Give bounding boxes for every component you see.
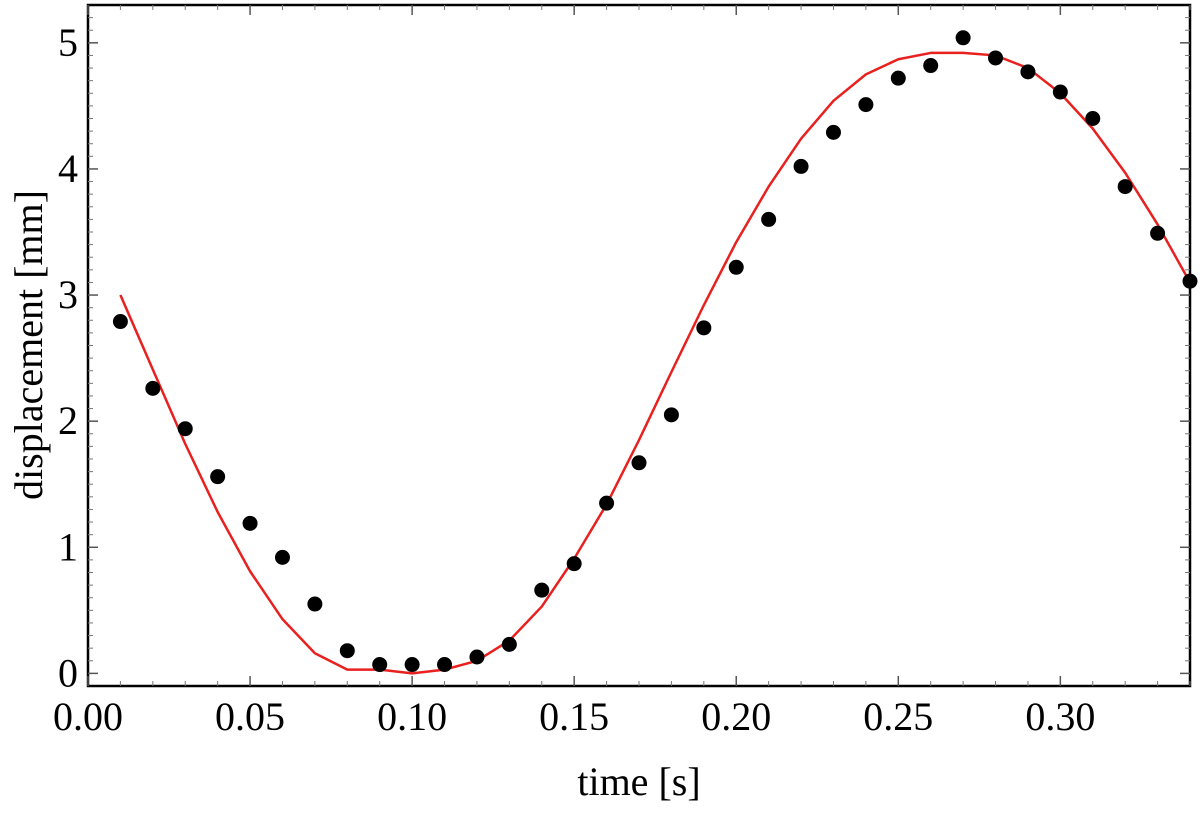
y-axis-title: displacement [mm] [6, 190, 51, 500]
data-point [145, 380, 161, 396]
data-point [339, 643, 355, 659]
data-point [599, 495, 615, 511]
data-point [566, 556, 582, 572]
data-point [988, 50, 1004, 66]
data-point [242, 515, 258, 531]
data-point [696, 320, 712, 336]
data-point [1020, 64, 1036, 80]
data-point [210, 469, 226, 485]
x-axis-title: time [s] [577, 759, 700, 804]
data-point [404, 657, 420, 673]
fit-line [119, 51, 1192, 675]
data-points [112, 30, 1198, 673]
x-tick-label: 0.10 [377, 694, 447, 739]
data-point [307, 596, 323, 612]
y-tick-label: 4 [58, 146, 78, 191]
data-point [501, 636, 517, 652]
data-point [1182, 273, 1198, 289]
data-point [1052, 84, 1068, 100]
y-tick-labels: 0 1 2 3 4 5 [58, 20, 78, 696]
data-point [728, 259, 744, 275]
x-tick-label: 0.30 [1025, 694, 1095, 739]
plot-frame [86, 3, 1192, 688]
data-point [955, 30, 971, 46]
data-point [112, 314, 128, 330]
data-point [1117, 179, 1133, 195]
data-point [923, 58, 939, 74]
data-point [761, 211, 777, 227]
y-tick-label: 3 [58, 272, 78, 317]
ticks [87, 5, 1191, 686]
data-point [372, 657, 388, 673]
x-tick-label: 0.20 [701, 694, 771, 739]
data-point [631, 455, 647, 471]
data-point [177, 421, 193, 437]
data-point [825, 124, 841, 140]
data-point [890, 70, 906, 86]
data-point [534, 582, 550, 598]
x-tick-label: 0.25 [863, 694, 933, 739]
x-tick-label: 0.15 [539, 694, 609, 739]
x-tick-label: 0.00 [53, 694, 123, 739]
data-point [858, 97, 874, 113]
x-tick-label: 0.05 [215, 694, 285, 739]
data-point [274, 549, 290, 565]
data-point [663, 407, 679, 423]
data-point [1150, 225, 1166, 241]
data-point [1085, 111, 1101, 126]
y-tick-label: 1 [58, 524, 78, 569]
x-tick-labels: 0.00 0.05 0.10 0.15 0.20 0.25 0.30 [53, 694, 1095, 739]
data-point [469, 649, 485, 665]
y-tick-label: 0 [58, 650, 78, 695]
data-point [437, 657, 453, 673]
data-point [793, 158, 809, 174]
y-tick-label: 5 [58, 20, 78, 65]
y-tick-label: 2 [58, 398, 78, 443]
